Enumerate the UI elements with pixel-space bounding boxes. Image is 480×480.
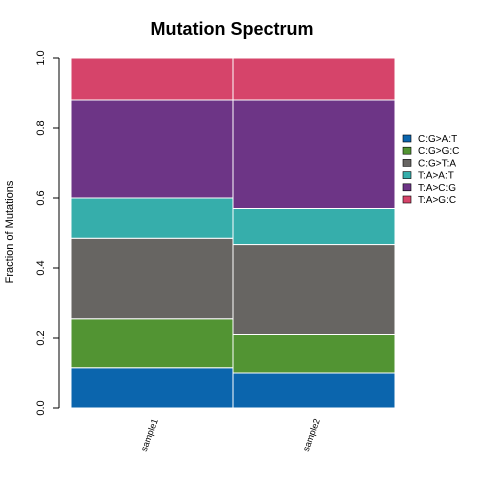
bar-segment-sample1-C:G>A:T bbox=[70, 367, 234, 409]
bar-segment-sample2-T:A>G:C bbox=[232, 57, 396, 101]
y-tick-label: 0.0 bbox=[35, 400, 47, 415]
x-tick-label-sample2: sample2 bbox=[301, 417, 322, 452]
legend-label: C:G>G:C bbox=[418, 146, 459, 157]
legend-label: C:G>A:T bbox=[418, 134, 457, 145]
y-tick-label: 0.2 bbox=[35, 330, 47, 345]
plot-area bbox=[70, 57, 396, 409]
legend: C:G>A:TC:G>G:CC:G>T:A T:A>A:TT:A>C:GT:A>G… bbox=[402, 134, 459, 206]
legend-swatch bbox=[402, 159, 412, 167]
legend-swatch bbox=[402, 171, 412, 179]
y-axis: 0.0 0.2 0.4 0.6 0.8 1.0 bbox=[35, 50, 60, 416]
y-tick-label: 0.8 bbox=[35, 120, 47, 135]
bar-segment-sample1-T:A>C:G bbox=[70, 99, 234, 199]
legend-label: T:A>G:C bbox=[418, 195, 456, 206]
bar-segment-sample2-C:G>G:C bbox=[232, 334, 396, 374]
x-axis: sample1 sample2 bbox=[139, 417, 322, 452]
legend-label: C:G>T:A bbox=[418, 158, 456, 169]
y-tick-label: 1.0 bbox=[35, 50, 47, 65]
chart-title: Mutation Spectrum bbox=[150, 19, 313, 39]
legend-label: T:A>A:T bbox=[418, 171, 454, 182]
legend-swatch bbox=[402, 183, 412, 192]
legend-swatch bbox=[402, 146, 412, 155]
bar-segment-sample2-C:G>T:A bbox=[232, 244, 396, 335]
legend-swatch bbox=[402, 195, 412, 204]
legend-label: T:A>C:G bbox=[418, 183, 456, 194]
y-axis-label: Fraction of Mutations bbox=[4, 180, 16, 283]
bar-segment-sample2-T:A>A:T bbox=[232, 208, 396, 246]
y-tick-label: 0.4 bbox=[35, 260, 47, 275]
y-tick-label: 0.6 bbox=[35, 190, 47, 205]
legend-swatch bbox=[402, 134, 412, 143]
bar-segment-sample1-C:G>T:A bbox=[70, 237, 234, 320]
x-tick-label-sample1: sample1 bbox=[139, 417, 160, 452]
bar-segment-sample2-T:A>C:G bbox=[232, 99, 396, 209]
bar-segment-sample1-T:A>A:T bbox=[70, 197, 234, 239]
bar-segment-sample1-T:A>G:C bbox=[70, 57, 234, 101]
bar-segment-sample1-C:G>G:C bbox=[70, 318, 234, 369]
bar-segment-sample2-C:G>A:T bbox=[232, 372, 396, 409]
